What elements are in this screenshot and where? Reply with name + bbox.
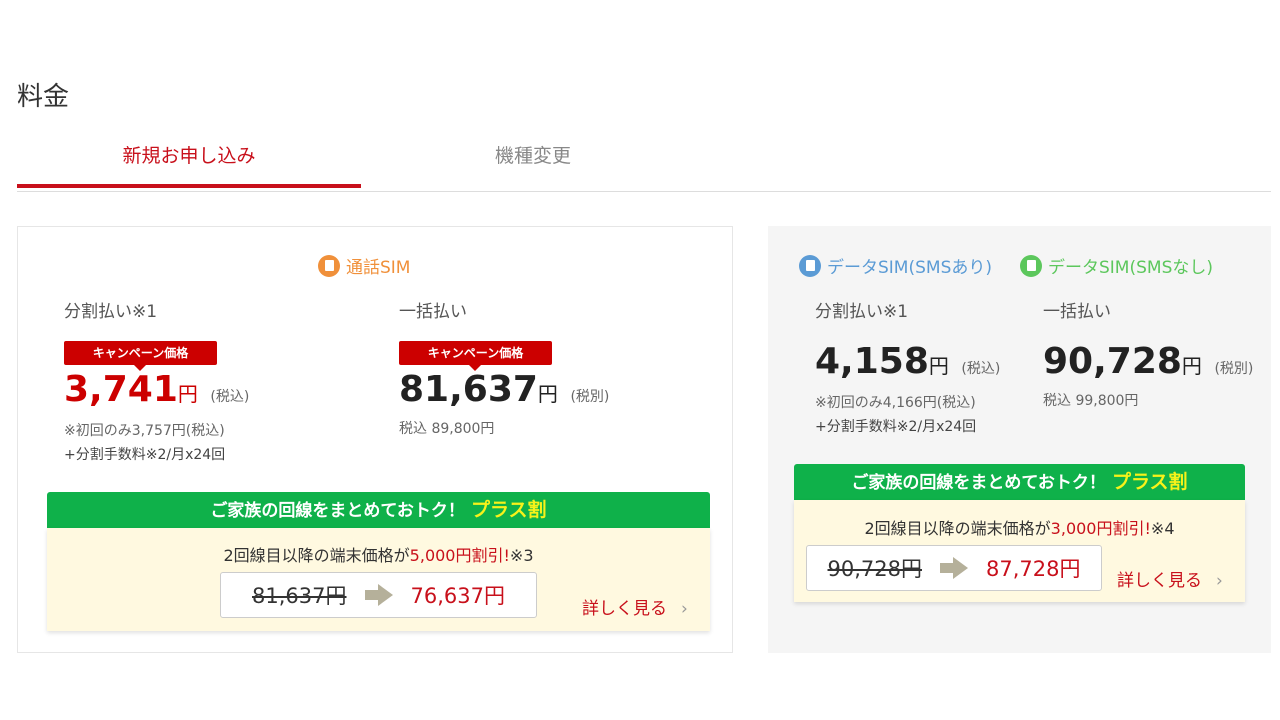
- banner-highlight: プラス割: [1111, 471, 1188, 493]
- campaign-badge: キャンペーン価格: [64, 341, 217, 371]
- data-sim-sms-label: データSIM(SMSあり): [799, 253, 992, 278]
- tab-model-change[interactable]: 機種変更: [494, 145, 571, 167]
- msg-pre: 2回線目以降の端末価格が: [223, 546, 410, 565]
- tax-label: (税別): [1214, 361, 1254, 377]
- tab-divider: [17, 191, 1271, 192]
- msg-discount: 3,000円割引!: [1050, 519, 1151, 538]
- yen-unit: 円: [537, 382, 558, 406]
- installment-price: 4,158円 (税込): [815, 341, 1000, 382]
- arrow-right-icon: [940, 557, 968, 579]
- price-value: 90,728: [1043, 341, 1182, 382]
- page-title: 料金: [17, 82, 70, 112]
- installment-label: 分割払い※1: [64, 302, 158, 322]
- old-price: 81,637円: [252, 584, 347, 608]
- promo-panel: 2回線目以降の端末価格が5,000円割引!※3 81,637円 76,637円 詳…: [47, 528, 710, 631]
- campaign-badge: キャンペーン価格: [399, 341, 552, 371]
- promo-panel: 2回線目以降の端末価格が3,000円割引!※4 90,728円 87,728円 詳…: [794, 500, 1245, 602]
- installment-price: 3,741円 (税込): [64, 369, 249, 410]
- msg-pre: 2回線目以降の端末価格が: [864, 519, 1051, 538]
- banner-highlight: プラス割: [470, 499, 547, 521]
- tax-label: (税別): [570, 389, 610, 405]
- yen-unit: 円: [177, 382, 198, 406]
- installment-label: 分割払い※1: [815, 302, 909, 322]
- yen-unit: 円: [1181, 354, 1202, 378]
- voice-sim-text: 通話SIM: [346, 258, 411, 278]
- tax-label: (税込): [210, 389, 250, 405]
- price-value: 81,637: [399, 369, 538, 410]
- chevron-right-icon: ›: [1216, 571, 1223, 591]
- voice-sim-card: 通話SIM 分割払い※1 キャンペーン価格 3,741円 (税込) ※初回のみ3…: [17, 226, 733, 653]
- installment-note-2: +分割手数料※2/月x24回: [815, 419, 977, 435]
- plus-discount-banner: ご家族の回線をまとめておトク！ プラス割: [47, 492, 710, 528]
- banner-text: ご家族の回線をまとめておトク！: [851, 473, 1106, 493]
- yen-unit: 円: [928, 354, 949, 378]
- lump-note: 税込 99,800円: [1043, 393, 1139, 409]
- installment-note-1: ※初回のみ3,757円(税込): [64, 423, 225, 439]
- sim-card-icon: [318, 254, 340, 277]
- promo-message: 2回線目以降の端末価格が3,000円割引!※4: [794, 515, 1245, 539]
- voice-sim-label: 通話SIM: [318, 253, 410, 278]
- price-compare-box: 81,637円 76,637円: [220, 572, 537, 618]
- new-price: 76,637円: [410, 584, 505, 608]
- data-sim-sms-text: データSIM(SMSあり): [827, 258, 992, 278]
- installment-note-1: ※初回のみ4,166円(税込): [815, 395, 976, 411]
- details-link[interactable]: 詳しく見る ›: [1117, 566, 1223, 591]
- lump-note: 税込 89,800円: [399, 421, 495, 437]
- chevron-right-icon: ›: [681, 599, 688, 619]
- installment-note-2: +分割手数料※2/月x24回: [64, 447, 226, 463]
- data-sim-nosms-label: データSIM(SMSなし): [1020, 253, 1213, 278]
- lump-price: 90,728円 (税別): [1043, 341, 1253, 382]
- new-price: 87,728円: [986, 557, 1081, 581]
- price-value: 3,741: [64, 369, 178, 410]
- sim-card-icon: [799, 254, 821, 277]
- promo-message: 2回線目以降の端末価格が5,000円割引!※3: [47, 542, 710, 566]
- old-price: 90,728円: [827, 557, 922, 581]
- msg-note: ※4: [1150, 519, 1175, 538]
- details-link[interactable]: 詳しく見る ›: [582, 594, 688, 619]
- data-sim-nosms-text: データSIM(SMSなし): [1048, 258, 1213, 278]
- msg-note: ※3: [509, 546, 534, 565]
- plus-discount-banner: ご家族の回線をまとめておトク！ プラス割: [794, 464, 1245, 500]
- data-sim-card: データSIM(SMSあり) データSIM(SMSなし) 分割払い※1 4,158…: [768, 226, 1271, 653]
- arrow-right-icon: [364, 584, 393, 606]
- tab-new-application[interactable]: 新規お申し込み: [17, 140, 361, 188]
- banner-text: ご家族の回線をまとめておトク！: [210, 501, 465, 521]
- lump-label: 一括払い: [399, 302, 467, 322]
- msg-discount: 5,000円割引!: [409, 546, 510, 565]
- lump-price: 81,637円 (税別): [399, 369, 609, 410]
- tax-label: (税込): [961, 361, 1001, 377]
- price-compare-box: 90,728円 87,728円: [806, 545, 1102, 591]
- price-value: 4,158: [815, 341, 929, 382]
- sim-card-icon: [1020, 254, 1042, 277]
- details-link-text[interactable]: 詳しく見る: [582, 599, 667, 619]
- lump-label: 一括払い: [1043, 302, 1111, 322]
- details-link-text[interactable]: 詳しく見る: [1117, 571, 1202, 591]
